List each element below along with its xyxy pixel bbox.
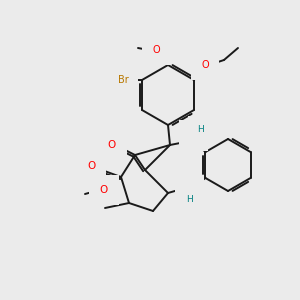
Text: O: O	[152, 45, 160, 55]
Text: O: O	[108, 140, 116, 150]
Text: O: O	[100, 185, 108, 195]
Text: H: H	[197, 125, 204, 134]
Text: H: H	[186, 196, 193, 205]
Text: N: N	[186, 186, 194, 196]
Text: O: O	[201, 60, 209, 70]
Text: N: N	[190, 130, 198, 140]
Text: O: O	[87, 161, 95, 171]
Text: Br: Br	[118, 75, 128, 85]
